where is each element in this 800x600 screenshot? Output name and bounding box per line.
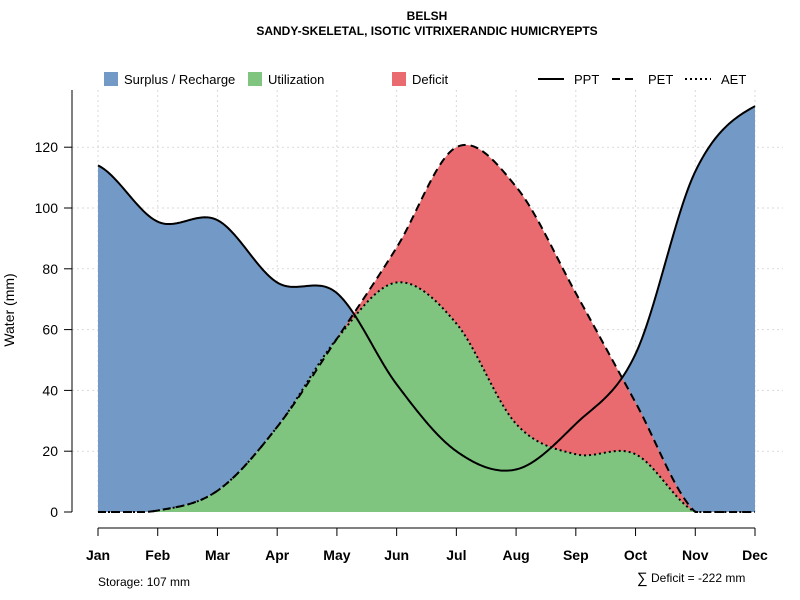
y-axis-label: Water (mm) <box>1 273 17 346</box>
y-tick-label-40: 40 <box>42 382 58 398</box>
utilization-area <box>98 314 755 512</box>
legend-label-ppt: PPT <box>574 72 599 87</box>
surplus-area <box>98 106 755 512</box>
x-tick-label-feb: Feb <box>145 547 170 563</box>
chart-title: BELSH <box>407 9 448 23</box>
deficit-annotation: Deficit = -222 mm <box>651 571 745 585</box>
series-line-aet <box>97 281 755 513</box>
x-tick-label-sep: Sep <box>563 547 589 563</box>
x-tick-label-aug: Aug <box>502 547 529 563</box>
legend-swatch-deficit <box>392 72 406 86</box>
legend-swatch-utilization <box>248 72 262 86</box>
y-tick-label-60: 60 <box>42 322 58 338</box>
y-tick-label-100: 100 <box>35 200 59 216</box>
chart-subtitle: SANDY-SKELETAL, ISOTIC VITRIXERANDIC HUM… <box>256 24 597 38</box>
line-layer <box>97 105 756 513</box>
deficit-area <box>98 144 755 512</box>
area-layer <box>98 106 755 512</box>
legend-swatch-surplus-recharge <box>104 72 118 86</box>
x-tick-label-may: May <box>323 547 350 563</box>
y-tick-label-0: 0 <box>50 504 58 520</box>
y-tick-label-80: 80 <box>42 261 58 277</box>
x-tick-label-apr: Apr <box>265 547 290 563</box>
x-tick-label-nov: Nov <box>682 547 709 563</box>
x-tick-label-dec: Dec <box>742 547 768 563</box>
legend-label-aet: AET <box>721 72 746 87</box>
series-line-ppt <box>97 105 756 472</box>
y-tick-label-20: 20 <box>42 443 58 459</box>
x-tick-label-mar: Mar <box>205 547 230 563</box>
storage-annotation: Storage: 107 mm <box>98 575 190 589</box>
legend-label-utilization: Utilization <box>268 72 324 87</box>
deficit-sum-symbol: ∑ <box>637 570 648 587</box>
legend: Surplus / Recharge Utilization Deficit PPT P… <box>104 72 746 87</box>
x-tick-label-oct: Oct <box>624 547 648 563</box>
axis-layer: 0 20 40 60 80 100 120 Jan Feb Mar Apr May Jun Jul Aug S… <box>35 90 768 563</box>
x-tick-label-jan: Jan <box>86 547 110 563</box>
x-tick-label-jun: Jun <box>384 547 409 563</box>
legend-label-pet: PET <box>648 72 673 87</box>
y-tick-label-120: 120 <box>35 139 59 155</box>
legend-label-surplus-recharge: Surplus / Recharge <box>124 72 235 87</box>
legend-label-deficit: Deficit <box>412 72 449 87</box>
utilization-overlay-area <box>98 282 755 512</box>
x-tick-label-jul: Jul <box>446 547 466 563</box>
